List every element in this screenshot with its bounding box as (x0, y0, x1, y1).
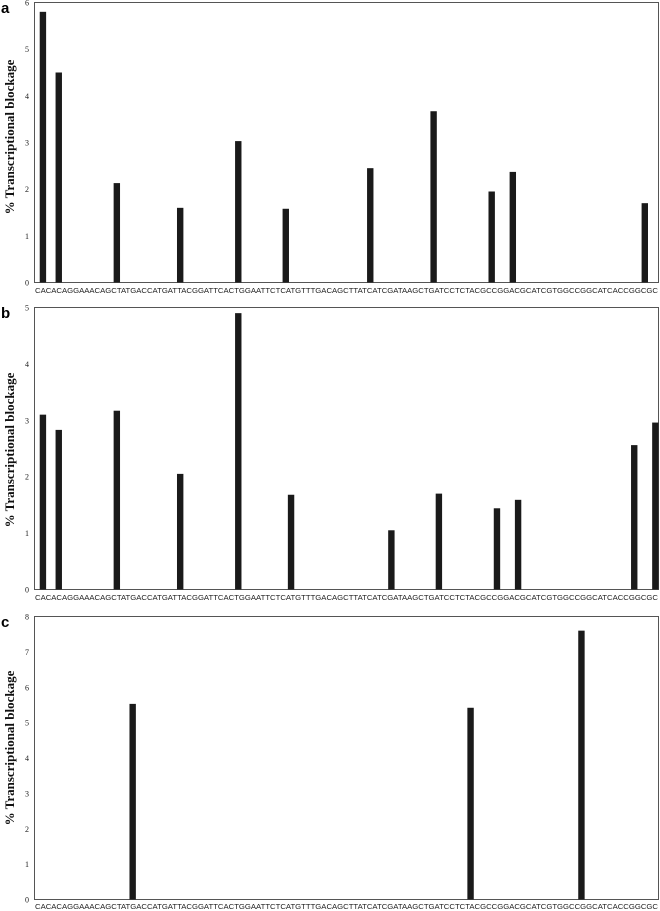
bar (235, 141, 242, 283)
bar (113, 183, 121, 283)
y-tick-label: 2 (25, 825, 29, 834)
bar (652, 422, 659, 590)
panel-label-a: a (1, 0, 10, 17)
sequence-label-a: CACACAGGAAACAGCTATGACCATGATTACGGATTCACTG… (35, 286, 659, 295)
y-tick-label: 4 (25, 754, 29, 763)
y-tick-label: 4 (25, 92, 29, 101)
y-tick-labels-a: 0 1 2 3 4 5 6 (25, 0, 29, 288)
y-axis-label-b: % Transcriptional blockage (2, 372, 17, 527)
bar (55, 72, 62, 283)
y-axis-label-a: % Transcriptional blockage (2, 59, 17, 214)
bar (367, 168, 374, 283)
plot-frame-b (34, 307, 659, 590)
bar (39, 414, 47, 590)
y-tick-label: 6 (25, 0, 29, 8)
panel-label-b: b (1, 305, 10, 322)
y-tick-label: 3 (25, 139, 29, 148)
y-tick-label: 1 (25, 529, 29, 538)
bar (641, 203, 648, 283)
bar (435, 493, 443, 590)
bar (176, 207, 184, 283)
bars-b (39, 313, 659, 590)
bar (287, 494, 295, 590)
y-tick-labels-c: 0 1 2 3 4 5 6 7 8 (25, 613, 29, 905)
bar (39, 11, 47, 283)
y-tick-label: 0 (25, 896, 29, 905)
y-tick-label: 0 (25, 586, 29, 595)
y-tick-label: 7 (25, 648, 29, 657)
bar (176, 473, 184, 590)
panel-a: a % Transcriptional blockage 0 1 2 3 4 5 6 CAC… (1, 0, 659, 295)
y-tick-label: 5 (25, 45, 29, 54)
panel-c: c % Transcriptional blockage 0 1 2 3 4 5 6 7 8 C… (1, 613, 659, 911)
y-tick-label: 0 (25, 279, 29, 288)
bar (282, 208, 289, 283)
bar (631, 445, 638, 590)
bar (430, 111, 437, 283)
y-tick-label: 3 (25, 789, 29, 798)
bar (388, 530, 395, 590)
y-tick-label: 2 (25, 185, 29, 194)
y-tick-label: 1 (25, 232, 29, 241)
y-axis-label-c: % Transcriptional blockage (2, 670, 17, 825)
panel-b: b % Transcriptional blockage 0 1 2 3 4 5 CACA… (1, 304, 659, 602)
y-tick-label: 5 (25, 719, 29, 728)
bar (493, 508, 501, 590)
bar (113, 410, 121, 590)
y-tick-label: 6 (25, 683, 29, 692)
y-tick-label: 8 (25, 613, 29, 622)
bars-c (129, 630, 585, 900)
sequence-label-c: CACACAGGAAACAGCTATGACCATGATTACGGATTCACTG… (35, 902, 659, 911)
bar (514, 499, 522, 590)
bar (235, 313, 242, 590)
bar (578, 630, 585, 900)
y-tick-labels-b: 0 1 2 3 4 5 (25, 304, 29, 595)
bar (55, 429, 62, 590)
bar (467, 707, 474, 900)
y-tick-label: 4 (25, 360, 29, 369)
sequence-label-b: CACACAGGAAACAGCTATGACCATGATTACGGATTCACTG… (35, 593, 659, 602)
plot-frame-a (34, 2, 659, 283)
y-tick-label: 3 (25, 416, 29, 425)
bar (509, 171, 517, 283)
y-tick-label: 5 (25, 304, 29, 313)
panel-label-c: c (1, 614, 9, 631)
y-tick-label: 2 (25, 473, 29, 482)
bars-a (39, 11, 648, 283)
plot-frame-c (34, 616, 659, 900)
bar (129, 703, 136, 900)
bar (488, 191, 495, 283)
y-tick-label: 1 (25, 860, 29, 869)
